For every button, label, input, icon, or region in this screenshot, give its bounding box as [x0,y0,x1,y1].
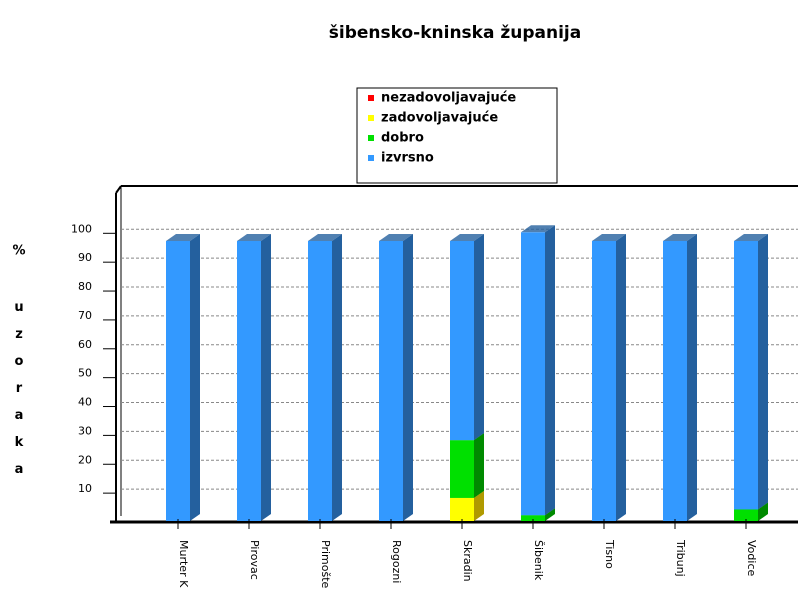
bar-side [758,502,768,521]
x-tick-label: Tribunj [674,539,687,577]
bar-top [166,233,200,241]
bar [379,240,403,521]
y-tick-label: 10 [78,482,92,495]
bar-top [734,233,768,241]
bar [237,240,261,521]
bar-top [237,233,271,241]
bar-side [687,233,697,521]
bar [592,240,616,521]
legend-label: izvrsno [381,151,434,166]
legend-box [356,87,558,184]
x-tick-label: Murter K [177,540,190,588]
y-tick-label: 30 [78,424,92,437]
bar [450,240,474,441]
bar [450,440,474,498]
y-tick-label: 20 [78,453,92,466]
y-tick-label: 50 [78,367,92,380]
bar [521,232,545,516]
legend-label: nezadovoljavajuće [381,91,516,106]
bar-top [450,233,484,241]
bar-side [190,233,200,521]
bar-side [474,433,484,498]
x-tick-label: Tisno [603,539,616,569]
x-tick-label: Vodice [745,540,758,576]
bar-side [261,233,271,521]
bar [166,240,190,521]
y-tick-label: 60 [78,338,92,351]
bar [521,515,545,521]
legend-swatch [368,95,374,101]
bar-side [403,233,413,521]
x-tick-label: Rogozni [390,540,403,583]
bar-side [474,490,484,521]
bar-side [545,508,555,521]
bar-top [308,233,342,241]
x-tick-label: Šibenik [532,540,545,581]
legend-label: dobro [381,131,424,146]
legend-swatch [368,115,374,121]
bar-top [521,225,555,233]
x-tick-label: Skradin [461,540,474,582]
y-tick-label: 70 [78,309,92,322]
bar [734,240,758,510]
bar [663,240,687,521]
x-tick-label: Pirovac [248,540,261,580]
frame [110,185,798,524]
bar [308,240,332,521]
legend-label: zadovoljavajuće [381,111,498,126]
chart-title: šibensko-kninska županija [329,23,581,43]
y-tick-label: 40 [78,396,92,409]
bar-top [379,233,413,241]
bar-side [616,233,626,521]
y-axis-unit: % [12,244,25,259]
bar [734,509,758,521]
y-tick-label: 100 [71,222,92,235]
legend-swatch [368,155,374,161]
y-tick-label: 90 [78,251,92,264]
x-tick-label: Primošte [319,540,332,589]
bar-side [332,233,342,521]
legend-swatch [368,135,374,141]
bar-side [758,233,768,510]
y-tick-label: 80 [78,280,92,293]
bar-top [592,233,626,241]
bar [450,497,474,521]
bar-side [474,233,484,441]
y-axis-label: uzoraka [12,300,27,489]
bar-side [545,225,555,516]
bar-top [663,233,697,241]
